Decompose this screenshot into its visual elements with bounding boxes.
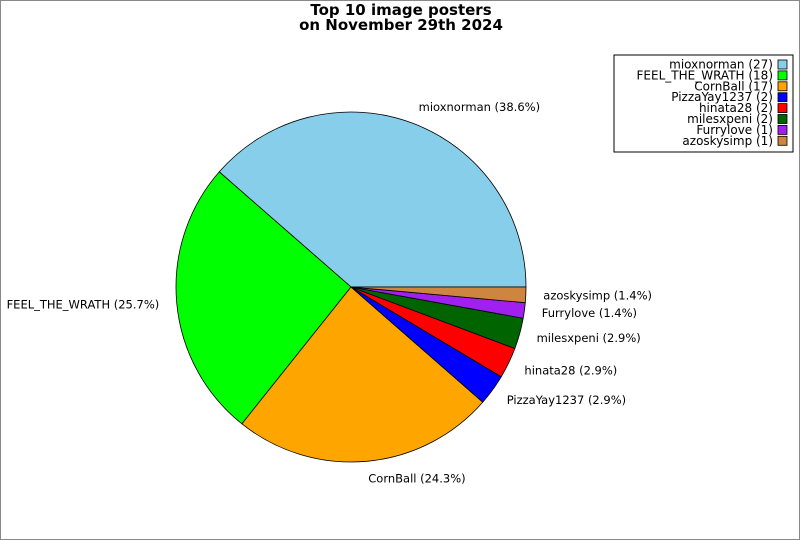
slice-label-mioxnorman: mioxnorman (38.6%)	[419, 100, 540, 114]
legend-items: mioxnorman (27)FEEL_THE_WRATH (18)CornBa…	[637, 58, 788, 148]
slice-label-azoskysimp: azoskysimp (1.4%)	[543, 289, 652, 303]
chart-title-line-1: Top 10 image posters	[310, 1, 492, 19]
legend-label-hinata28: hinata28 (2)	[699, 101, 773, 115]
legend: mioxnorman (27)FEEL_THE_WRATH (18)CornBa…	[613, 54, 794, 153]
chart-title: Top 10 image posters on November 29th 20…	[1, 3, 800, 33]
pie-slices	[175, 111, 527, 463]
legend-swatch-mioxnorman	[777, 59, 788, 70]
legend-label-mioxnorman: mioxnorman (27)	[669, 58, 773, 72]
legend-swatch-azoskysimp	[777, 135, 788, 146]
legend-swatch-hinata28	[777, 103, 788, 113]
legend-frame	[613, 54, 794, 153]
slice-label-cornball: CornBall (24.3%)	[368, 472, 465, 486]
slice-label-milesxpeni: milesxpeni (2.9%)	[537, 331, 641, 345]
legend-label-pizzayay1237: PizzaYay1237 (2)	[671, 90, 773, 104]
legend-label-milesxpeni: milesxpeni (2)	[687, 112, 773, 126]
pie-slice-labels: mioxnorman (38.6%) FEEL_THE_WRATH (25.7%)…	[7, 100, 652, 486]
slice-label-furrylove: Furrylove (1.4%)	[542, 306, 637, 320]
legend-label-furrylove: Furrylove (1)	[696, 123, 773, 137]
pie-slice-cornball	[241, 286, 484, 463]
pie-slice-mioxnorman	[218, 111, 527, 288]
legend-swatch-feel-the-wrath	[777, 70, 788, 81]
legend-label-feel-the-wrath: FEEL_THE_WRATH (18)	[637, 68, 773, 82]
legend-swatch-cornball	[777, 81, 788, 92]
legend-swatch-furrylove	[777, 125, 788, 135]
legend-label-cornball: CornBall (17)	[694, 79, 773, 93]
chart-title-line-2: on November 29th 2024	[299, 16, 503, 34]
slice-label-pizzayay1237: PizzaYay1237 (2.9%)	[507, 393, 626, 407]
pie-slice-feel-the-wrath	[175, 171, 352, 425]
legend-swatch-milesxpeni	[777, 114, 788, 124]
slice-label-hinata28: hinata28 (2.9%)	[524, 364, 617, 378]
pie-slice-azoskysimp	[350, 286, 527, 304]
slice-label-feel-the-wrath: FEEL_THE_WRATH (25.7%)	[7, 297, 160, 311]
legend-swatch-pizzayay1237	[777, 92, 788, 103]
legend-label-azoskysimp: azoskysimp (1)	[682, 134, 773, 148]
